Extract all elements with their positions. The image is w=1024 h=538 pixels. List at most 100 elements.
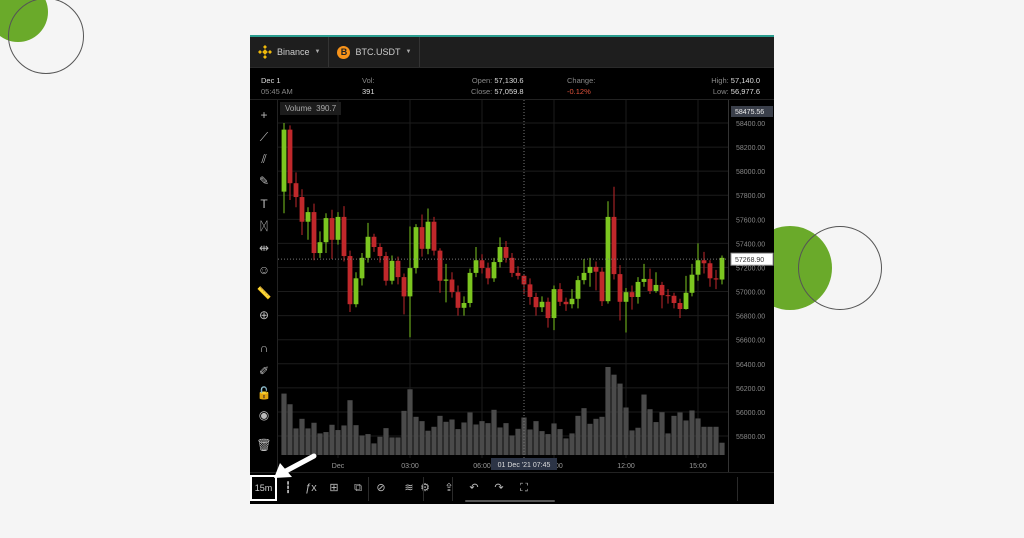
volume-bar xyxy=(485,423,491,455)
multi-line-icon[interactable]: ⫽ xyxy=(261,152,267,166)
volume-bar xyxy=(683,420,689,455)
price-tick-label: 56000.00 xyxy=(736,410,765,417)
volume-bar xyxy=(347,400,353,455)
candle-body xyxy=(569,298,575,305)
volume-bar xyxy=(335,430,341,455)
toolbar-divider xyxy=(452,477,453,501)
brush-icon[interactable]: ✎ xyxy=(258,174,270,188)
volume-bar xyxy=(623,407,629,455)
volume-bar xyxy=(479,421,485,455)
price-tick-label: 57800.00 xyxy=(736,193,765,200)
volume-bar xyxy=(713,426,719,455)
frame-icon[interactable]: ⊞ xyxy=(329,482,339,494)
price-tick-label: 57200.00 xyxy=(736,265,765,272)
bottom-toolbar: 15m ┇ ƒx ⊞ ⧉ ⊘ ≋ ⚙ ⇪ ↶ ↷ ⛶ xyxy=(250,472,774,504)
volume-bar xyxy=(359,435,365,455)
volume-bar xyxy=(551,423,557,455)
candle-body xyxy=(677,302,683,310)
unlock-icon[interactable]: 🔓 xyxy=(256,386,272,400)
lock-drawing-icon[interactable]: ✐ xyxy=(258,364,270,378)
candle-body xyxy=(491,262,497,279)
crosshair-price-label: 57268.90 xyxy=(735,257,764,264)
undo-icon[interactable]: ↶ xyxy=(469,482,479,494)
trend-line-icon[interactable]: ⟋ xyxy=(259,130,269,144)
candle-body xyxy=(365,236,371,258)
volume-bar xyxy=(353,425,359,455)
candle-body xyxy=(347,256,353,305)
candle-body xyxy=(611,216,617,275)
volume-bar xyxy=(389,437,395,455)
candle-body xyxy=(587,266,593,273)
volume-bar xyxy=(455,429,461,455)
vol-label: Vol: xyxy=(362,76,375,85)
compare-icon[interactable]: ⧉ xyxy=(354,482,362,494)
annotation-arrow-icon xyxy=(274,453,317,478)
time-tick-label: 15:00 xyxy=(689,463,707,470)
candle-body xyxy=(377,247,383,257)
volume-bar xyxy=(605,367,611,455)
candle-body xyxy=(515,272,521,276)
candle-type-icon[interactable]: ┇ xyxy=(284,482,292,494)
candle-body xyxy=(305,212,311,222)
volume-bar xyxy=(467,412,473,455)
candle-body xyxy=(623,292,629,302)
magnet-icon[interactable]: ∩ xyxy=(259,341,269,355)
redo-icon[interactable]: ↷ xyxy=(494,482,504,494)
trash-icon[interactable]: 🗑 xyxy=(256,438,272,452)
fullscreen-icon[interactable]: ⛶ xyxy=(520,482,528,494)
candle-body xyxy=(557,289,563,302)
close-value: 57,059.8 xyxy=(494,87,524,96)
scroll-handle[interactable] xyxy=(465,500,555,502)
price-tick-label: 56600.00 xyxy=(736,338,765,345)
layers-icon[interactable]: ≋ xyxy=(404,482,414,494)
pattern-icon[interactable]: ᛞ xyxy=(260,219,268,233)
change-label: Change: xyxy=(567,76,596,85)
crosshair-icon[interactable]: + xyxy=(260,108,268,122)
candle-body xyxy=(485,268,491,279)
candle-body xyxy=(281,129,287,192)
exchange-selector[interactable]: Binance ▼ xyxy=(250,37,330,67)
text-icon[interactable]: T xyxy=(260,197,268,211)
trading-chart-widget: Binance ▼ B BTC.USDT ▼ Dec 1 05:45 AM Vol: 3… xyxy=(250,35,774,504)
volume-bar xyxy=(593,418,599,455)
candle-body xyxy=(581,272,587,281)
price-axis[interactable]: 55800.00 56000.00 56200.00 56400.00 56600.00… xyxy=(728,100,774,472)
indicators-icon[interactable]: ƒx xyxy=(305,482,317,494)
zoom-in-icon[interactable]: ⊕ xyxy=(258,308,270,322)
candle-body xyxy=(653,284,659,291)
volume-bar xyxy=(707,426,713,455)
candle-body xyxy=(467,272,473,303)
volume-bar xyxy=(653,422,659,455)
price-tick-label: 57000.00 xyxy=(736,290,765,297)
volume-bar xyxy=(527,429,533,455)
volume-bar xyxy=(611,374,617,455)
volume-bar xyxy=(719,442,725,455)
vol-value: 391 xyxy=(362,87,375,96)
candle-body xyxy=(689,274,695,293)
emoji-icon[interactable]: ☺ xyxy=(257,263,271,277)
candle-body xyxy=(293,183,299,198)
price-tick-label: 57600.00 xyxy=(736,217,765,224)
volume-bar xyxy=(659,412,665,455)
volume-bar xyxy=(635,427,641,455)
range-icon[interactable]: ⇹ xyxy=(258,241,270,255)
volume-bar xyxy=(449,419,455,455)
candle-body xyxy=(659,284,665,296)
volume-bar xyxy=(587,423,593,455)
ruler-icon[interactable]: 📏 xyxy=(256,286,272,300)
volume-bar xyxy=(395,437,401,455)
candle-body xyxy=(401,277,407,297)
time-tick-label: 12:00 xyxy=(617,463,635,470)
candle-body xyxy=(389,260,395,281)
hide-icon[interactable]: ⊘ xyxy=(376,482,386,494)
share-icon[interactable]: ⇪ xyxy=(444,482,454,494)
open-label: Open: xyxy=(471,76,493,85)
eye-icon[interactable]: ◉ xyxy=(258,408,270,422)
candle-body xyxy=(683,292,689,310)
gear-icon[interactable]: ⚙ xyxy=(420,482,430,494)
candle-body xyxy=(461,302,467,308)
interval-button[interactable]: 15m xyxy=(250,475,277,501)
symbol-selector[interactable]: B BTC.USDT ▼ xyxy=(329,37,421,67)
candle-body xyxy=(443,279,449,281)
